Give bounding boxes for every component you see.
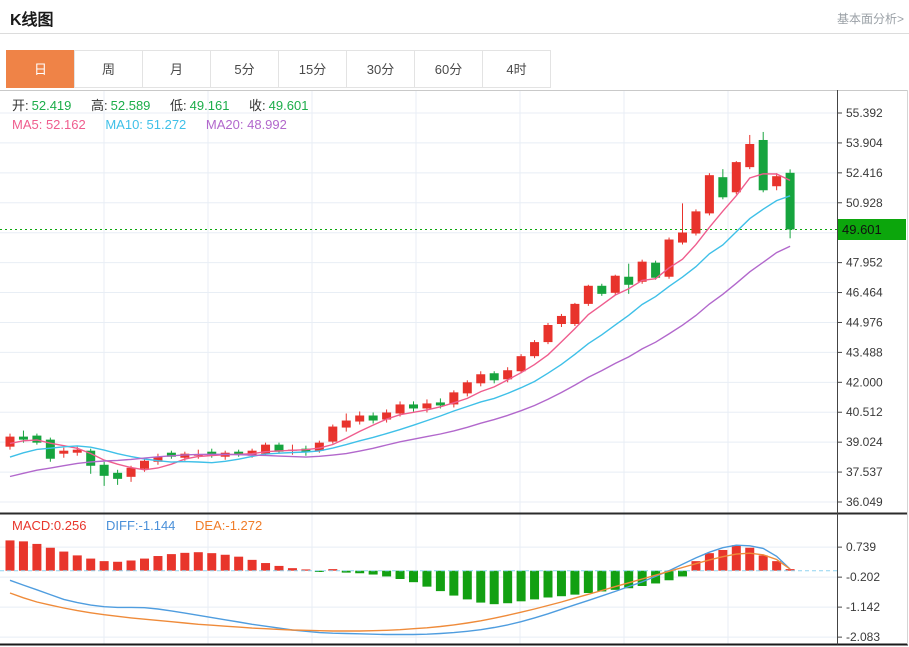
low-value: 49.161 [189, 98, 230, 113]
tab-4hour[interactable]: 4时 [482, 50, 551, 88]
low-label: 低: [170, 98, 187, 113]
high-value: 52.589 [110, 98, 151, 113]
svg-text:47.952: 47.952 [846, 256, 883, 270]
svg-text:46.464: 46.464 [846, 286, 883, 300]
current-price-tag: 49.601 [838, 219, 906, 240]
svg-text:39.024: 39.024 [846, 435, 883, 449]
tab-day[interactable]: 日 [6, 50, 75, 88]
svg-text:36.049: 36.049 [846, 495, 883, 509]
frame-layer [0, 90, 908, 646]
svg-text:40.512: 40.512 [846, 405, 883, 419]
macd-legend: MACD:0.256 DIFF:-1.144 DEA:-1.272 [12, 518, 265, 533]
svg-text:-1.142: -1.142 [846, 600, 880, 614]
svg-text:-2.083: -2.083 [846, 630, 880, 644]
tab-30min[interactable]: 30分 [346, 50, 415, 88]
open-label: 开: [12, 98, 29, 113]
page-title: K线图 [10, 12, 54, 29]
candles-layer [5, 131, 795, 486]
svg-text:42.000: 42.000 [846, 375, 883, 389]
close-label: 收: [249, 98, 266, 113]
ohlc-legend: 开: 52.419 高: 52.589 低: 49.161 收: 49.601 [12, 95, 311, 114]
ma20-value: MA20: 48.992 [205, 117, 287, 132]
interval-tabs: 日 周 月 5分 15分 30分 60分 4时 [6, 50, 551, 88]
tab-15min[interactable]: 15分 [278, 50, 347, 88]
svg-text:37.537: 37.537 [846, 465, 883, 479]
svg-text:53.904: 53.904 [846, 136, 883, 150]
svg-text:50.928: 50.928 [846, 196, 883, 210]
close-value: 49.601 [268, 98, 309, 113]
tab-60min[interactable]: 60分 [414, 50, 483, 88]
macd-hist-layer [0, 540, 837, 605]
high-label: 高: [91, 98, 108, 113]
grid-layer [0, 91, 837, 644]
fundamental-analysis-link[interactable]: 基本面分析> [836, 12, 904, 26]
svg-text:43.488: 43.488 [846, 345, 883, 359]
macd-lines-layer [9, 544, 791, 636]
tab-week[interactable]: 周 [74, 50, 143, 88]
axis-labels-layer: 55.392 53.904 52.416 50.928 47.952 46.464 44.9… [837, 106, 883, 644]
dea-value: DEA:-1.272 [195, 518, 263, 533]
ma-legend: MA5: 52.162 MA10: 51.272 MA20: 48.992 [12, 117, 290, 132]
svg-text:55.392: 55.392 [846, 106, 883, 120]
ma-layer [9, 173, 791, 478]
tab-5min[interactable]: 5分 [210, 50, 279, 88]
title-divider [0, 33, 909, 34]
svg-text:44.976: 44.976 [846, 315, 883, 329]
open-value: 52.419 [31, 98, 72, 113]
svg-text:-0.202: -0.202 [846, 570, 880, 584]
svg-text:0.739: 0.739 [846, 540, 876, 554]
ma5-value: MA5: 52.162 [12, 117, 86, 132]
macd-value: MACD:0.256 [12, 518, 87, 533]
tab-month[interactable]: 月 [142, 50, 211, 88]
svg-text:52.416: 52.416 [846, 166, 883, 180]
diff-value: DIFF:-1.144 [106, 518, 176, 533]
ma10-value: MA10: 51.272 [105, 117, 187, 132]
